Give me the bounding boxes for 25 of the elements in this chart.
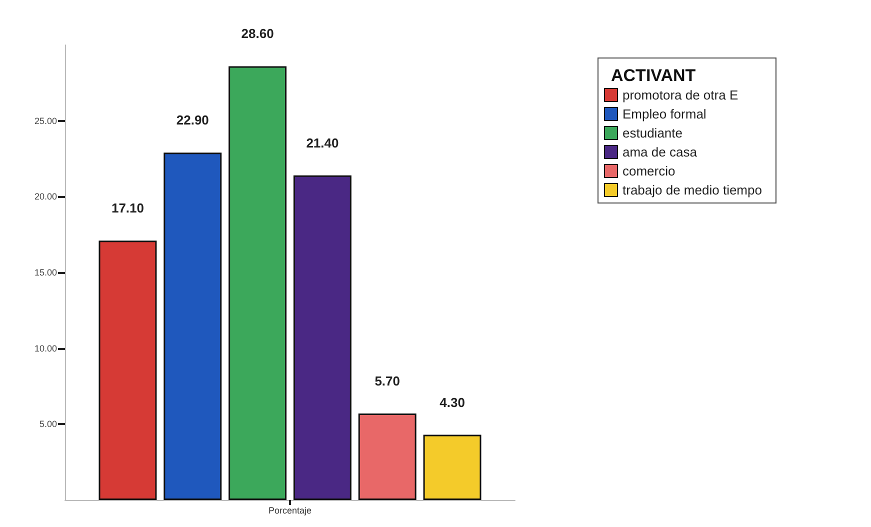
bar <box>423 434 482 500</box>
x-tick-label: Porcentaje <box>268 506 312 516</box>
data-label: 5.70 <box>374 374 400 389</box>
legend-label: trabajo de medio tiempo <box>622 182 762 198</box>
y-tick-label: 10.00 <box>34 343 57 354</box>
y-tick-label: 5.00 <box>39 419 57 430</box>
y-tick-label: 15.00 <box>34 268 57 278</box>
legend-label: estudiante <box>622 126 682 140</box>
data-label: 22.90 <box>176 112 209 128</box>
y-tick-label: 25.00 <box>34 116 57 126</box>
data-label: 21.40 <box>306 135 339 150</box>
legend-label: ama de casa <box>622 144 698 160</box>
legend-title: ACTIVANT <box>611 66 696 85</box>
y-tick-label: 20.00 <box>34 192 57 202</box>
bar <box>228 66 287 500</box>
legend-label: promotora de otra E <box>622 88 738 102</box>
bar <box>293 175 352 500</box>
data-label: 17.10 <box>111 200 144 216</box>
legend-label: Empleo formal <box>622 106 706 122</box>
legend-label: comercio <box>622 164 676 178</box>
bar <box>98 240 157 500</box>
bar <box>164 152 222 500</box>
data-label: 28.60 <box>241 26 274 42</box>
data-label: 4.30 <box>440 394 465 410</box>
bar <box>358 414 416 500</box>
